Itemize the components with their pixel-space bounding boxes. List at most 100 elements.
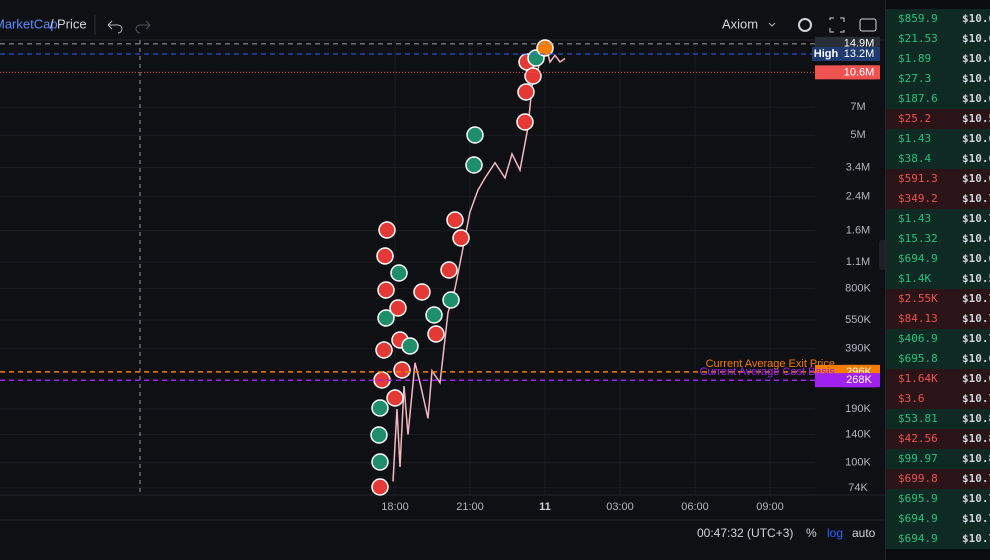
amount: $406.9 — [898, 332, 938, 345]
y-tick-label: 2.4M — [846, 191, 870, 203]
trade-bubble — [386, 389, 404, 407]
mc: $10.6 — [962, 232, 990, 245]
fullscreen[interactable] — [829, 17, 845, 33]
source[interactable]: Axiom — [722, 16, 758, 31]
chart: MarketCap / Price Axiom 00:47:32 (UTC+3)… — [0, 15, 885, 541]
trade-row: $699.8 $10.7 — [886, 469, 990, 489]
amount: $591.3 — [898, 172, 938, 185]
amount: $53.81 — [898, 412, 938, 425]
trade-row: $2.55K $10.7 — [886, 289, 990, 309]
clock: 00:47:32 (UTC+3) — [697, 526, 793, 540]
amount: $99.97 — [898, 452, 938, 465]
trade-bubble — [440, 261, 458, 279]
y-tick-label: 3.4M — [846, 161, 870, 173]
y-tick-label: 5M — [850, 129, 865, 141]
amount: $1.89 — [898, 52, 932, 65]
mc: $10.7 — [962, 332, 990, 345]
trade-row: $1.89 $10.6 — [886, 49, 990, 69]
amount: $15.32 — [898, 232, 938, 245]
amount: $694.9 — [898, 532, 938, 545]
metric[interactable]: MarketCap — [0, 16, 58, 31]
price-badge-label: 268K — [846, 374, 872, 386]
amount: $1.43 — [898, 132, 932, 145]
y-tick-label: 1.1M — [846, 256, 870, 268]
auto[interactable]: auto — [852, 526, 876, 540]
trade-row: $1.4K $10.5 — [886, 269, 990, 289]
mc: $10.7 — [962, 492, 990, 505]
trade-row: $187.6 $10.6 — [886, 89, 990, 109]
price-line-label: Current Average Cost Basis — [699, 366, 835, 378]
trade-panel: Amount MC $859.9 $10.6 $21.53 $10.6 $1.89 $10.6… — [885, 0, 990, 560]
percent[interactable]: % — [806, 526, 817, 540]
mc: $10.7 — [962, 472, 990, 485]
x-tick-label: 18:00 — [381, 501, 409, 513]
mc: $10.6 — [962, 252, 990, 265]
trade-bubble — [446, 211, 464, 229]
sep: / — [50, 16, 54, 31]
y-tick-label: 1.6M — [846, 225, 870, 237]
panel-toggle[interactable] — [879, 240, 885, 270]
mc: $10.7 — [962, 192, 990, 205]
dropdown[interactable] — [768, 22, 776, 27]
trade-row: $99.97 $10.8 — [886, 449, 990, 469]
settings[interactable] — [798, 18, 812, 32]
price-badge — [840, 65, 878, 80]
trade-row: $84.13 $10.7 — [886, 309, 990, 329]
mc: $10.6 — [962, 52, 990, 65]
y-tick-label: 190K — [845, 403, 871, 415]
amount: $25.2 — [898, 112, 932, 125]
price-toggle[interactable]: Price — [57, 16, 87, 31]
amount: $699.8 — [898, 472, 938, 485]
trade-row: $25.2 $10.5 — [886, 109, 990, 129]
mc: $10.6 — [962, 172, 990, 185]
amount: $1.64K — [898, 372, 938, 385]
log[interactable]: log — [827, 526, 843, 540]
x-tick-label: 11 — [539, 501, 551, 513]
amount: $1.43 — [898, 212, 932, 225]
trade-row: $1.43 $10.6 — [886, 129, 990, 149]
trade-row: $15.32 $10.6 — [886, 229, 990, 249]
amount: $27.3 — [898, 72, 932, 85]
header: MC — [962, 0, 978, 3]
amount: $38.4 — [898, 152, 932, 165]
mc: $10.5 — [962, 112, 990, 125]
amount: $42.56 — [898, 432, 938, 445]
trade-bubble — [452, 229, 470, 247]
mc: $10.6 — [962, 92, 990, 105]
high-tag — [812, 46, 840, 61]
trade-row: $38.4 $10.6 — [886, 149, 990, 169]
trade-bubble — [371, 399, 389, 417]
amount: $21.53 — [898, 32, 938, 45]
screenshot[interactable] — [859, 18, 877, 32]
amount: $349.2 — [898, 192, 938, 205]
price-badge — [840, 373, 878, 388]
trade-row: $695.9 $10.7 — [886, 489, 990, 509]
trade-bubble — [517, 83, 535, 101]
redo[interactable] — [135, 20, 151, 34]
mc: $10.5 — [962, 272, 990, 285]
trade-row: $53.81 $10.8 — [886, 409, 990, 429]
y-tick-label: 74K — [848, 482, 868, 494]
amount: $84.13 — [898, 312, 938, 325]
mc: $10.8 — [962, 432, 990, 445]
trade-bubble — [389, 299, 407, 317]
y-tick-label: 390K — [845, 343, 871, 355]
mc: $10.6 — [962, 72, 990, 85]
trade-row: $27.3 $10.6 — [886, 69, 990, 89]
trade-row: $694.9 $10.7 — [886, 529, 990, 549]
amount: $695.8 — [898, 352, 938, 365]
x-tick-label: 06:00 — [681, 501, 709, 513]
mc: $10.6 — [962, 372, 990, 385]
amount: $695.9 — [898, 492, 938, 505]
undo[interactable] — [107, 20, 123, 34]
x-tick-label: 21:00 — [456, 501, 484, 513]
trade-bubble — [466, 126, 484, 144]
mc: $10.6 — [962, 152, 990, 165]
mc: $10.7 — [962, 392, 990, 405]
y-tick-label: 800K — [845, 283, 871, 295]
trade-row: $406.9 $10.7 — [886, 329, 990, 349]
price-badge — [840, 46, 878, 61]
trade-row: $3.6 $10.7 — [886, 389, 990, 409]
trade-bubble — [371, 478, 389, 496]
trade-bubble — [425, 306, 443, 324]
